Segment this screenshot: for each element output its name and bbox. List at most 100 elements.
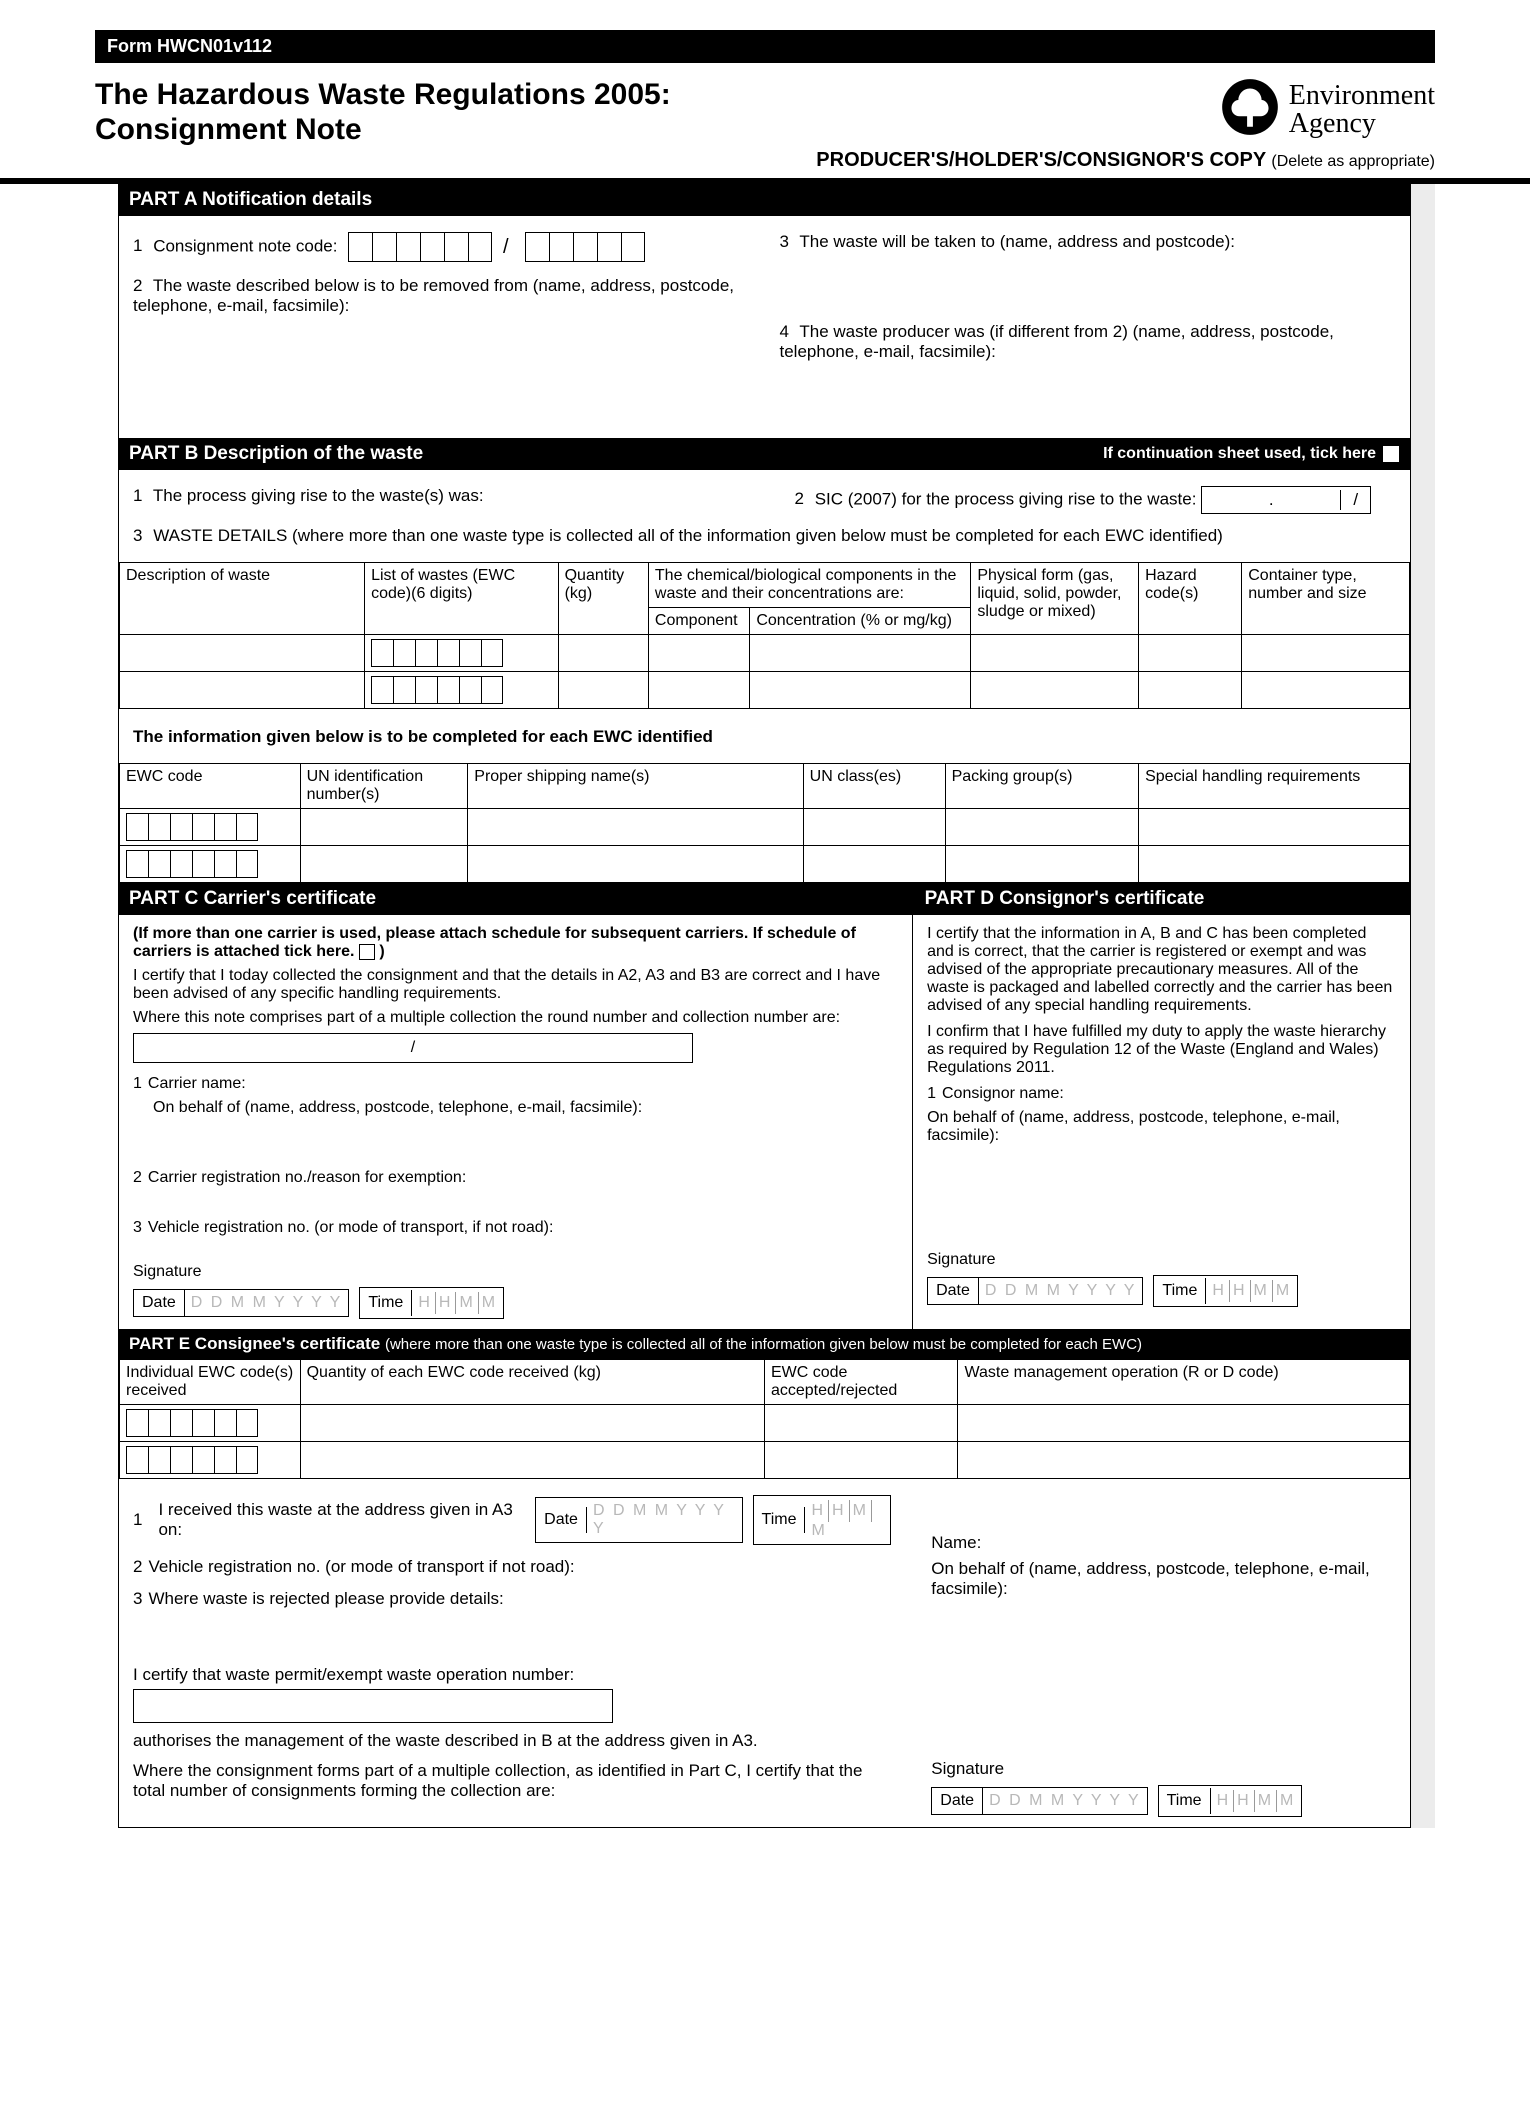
c-date-input[interactable]: Date D D M M Y Y Y Y xyxy=(133,1289,349,1317)
e-sig-time-input[interactable]: Time HHMM xyxy=(1158,1785,1303,1817)
b2-num: 2 xyxy=(795,489,804,508)
th-cont: Container type, number and size xyxy=(1242,563,1410,635)
e-onbehalf: On behalf of (name, address, postcode, t… xyxy=(931,1559,1396,1599)
part-e-subtitle: (where more than one waste type is colle… xyxy=(385,1336,1142,1353)
a3-label: The waste will be taken to (name, addres… xyxy=(799,232,1235,251)
e-th-acc: EWC code accepted/rejected xyxy=(764,1360,958,1405)
c-p3: Where this note comprises part of a mult… xyxy=(133,1009,898,1027)
c-q2: Carrier registration no./reason for exem… xyxy=(148,1169,466,1186)
a1-row: 1 Consignment note code: / xyxy=(133,232,750,262)
e-th-ind: Individual EWC code(s) received xyxy=(120,1360,301,1405)
table-row[interactable] xyxy=(120,635,1410,672)
th-chem: The chemical/biological components in th… xyxy=(648,563,970,608)
c-q1b: On behalf of (name, address, postcode, t… xyxy=(133,1099,898,1117)
date-label: Date xyxy=(932,1788,983,1814)
c-q1: Carrier name: xyxy=(148,1075,246,1092)
b3-row: 3 WASTE DETAILS (where more than one was… xyxy=(133,526,1396,546)
table-row[interactable] xyxy=(120,846,1410,883)
th2-ship: Proper shipping name(s) xyxy=(468,764,803,809)
a3-row: 3 The waste will be taken to (name, addr… xyxy=(780,232,1397,252)
time-label: Time xyxy=(1154,1278,1206,1304)
e-q2: Vehicle registration no. (or mode of tra… xyxy=(148,1557,574,1576)
date-ghost: D D M M Y Y Y Y xyxy=(979,1278,1143,1304)
e-multi: Where the consignment forms part of a mu… xyxy=(133,1761,891,1801)
e-th-qty: Quantity of each EWC code received (kg) xyxy=(300,1360,764,1405)
waste-details-table: Description of waste List of wastes (EWC… xyxy=(119,562,1410,709)
continuation-checkbox[interactable] xyxy=(1382,445,1400,463)
form-code-bar: Form HWCN01v112 xyxy=(95,30,1435,63)
th-desc: Description of waste xyxy=(120,563,365,635)
c-time-input[interactable]: Time HHMM xyxy=(359,1287,504,1319)
b3-num: 3 xyxy=(133,526,142,545)
copy-label: PRODUCER'S/HOLDER'S/CONSIGNOR'S COPY xyxy=(816,149,1266,171)
title-line1: The Hazardous Waste Regulations 2005: xyxy=(95,78,671,113)
part-c-title: PART C Carrier's certificate xyxy=(119,883,915,915)
a4-row: 4 The waste producer was (if different f… xyxy=(780,322,1397,362)
tree-logo-icon xyxy=(1221,78,1279,141)
th2-pack: Packing group(s) xyxy=(945,764,1139,809)
title-block: The Hazardous Waste Regulations 2005: Co… xyxy=(95,78,671,147)
schedule-checkbox[interactable] xyxy=(359,944,375,960)
e-time-input[interactable]: Time HHMM xyxy=(753,1495,892,1545)
time-label: Time xyxy=(1159,1788,1211,1814)
table-row[interactable] xyxy=(120,809,1410,846)
c-sig-label: Signature xyxy=(133,1263,898,1281)
permit-number-input[interactable] xyxy=(133,1689,613,1723)
date-label: Date xyxy=(928,1278,979,1304)
a1-code-left[interactable] xyxy=(348,232,492,262)
date-ghost: D D M M Y Y Y Y xyxy=(185,1290,349,1316)
th-comp: Component xyxy=(648,608,749,635)
a2-label: The waste described below is to be remov… xyxy=(133,276,734,315)
d-p1: I certify that the information in A, B a… xyxy=(927,925,1396,1015)
e-q3: Where waste is rejected please provide d… xyxy=(148,1589,503,1608)
th-phys: Physical form (gas, liquid, solid, powde… xyxy=(971,563,1139,635)
agency-line2: Agency xyxy=(1289,108,1376,139)
date-label: Date xyxy=(134,1290,185,1316)
consignee-table: Individual EWC code(s) received Quantity… xyxy=(119,1359,1410,1479)
table-row[interactable] xyxy=(120,672,1410,709)
c-p2: I certify that I today collected the con… xyxy=(133,967,898,1003)
d-sig-label: Signature xyxy=(927,1251,1396,1269)
sic-input[interactable]: ./ xyxy=(1201,486,1371,514)
part-d-body: I certify that the information in A, B a… xyxy=(913,915,1410,1329)
b2-row: 2 SIC (2007) for the process giving rise… xyxy=(795,486,1397,514)
b1-row: 1 The process giving rise to the waste(s… xyxy=(133,486,735,514)
th-conc: Concentration (% or mg/kg) xyxy=(750,608,971,635)
th-qty: Quantity (kg) xyxy=(558,563,648,635)
a2-row: 2 The waste described below is to be rem… xyxy=(133,276,750,316)
d-time-input[interactable]: Time HHMM xyxy=(1153,1275,1298,1307)
a1-code-right[interactable] xyxy=(525,232,645,262)
e-auth: authorises the management of the waste d… xyxy=(133,1731,891,1751)
th2-un: UN identification number(s) xyxy=(300,764,468,809)
time-label: Time xyxy=(360,1290,412,1316)
part-c-body: (If more than one carrier is used, pleas… xyxy=(119,915,913,1329)
a3-num: 3 xyxy=(780,232,789,251)
e-date-input[interactable]: Date D D M M Y Y Y Y xyxy=(535,1497,742,1543)
th-ewc: List of wastes (EWC code)(6 digits) xyxy=(365,563,559,635)
b2-label: SIC (2007) for the process giving rise t… xyxy=(815,489,1197,508)
time-label: Time xyxy=(754,1507,806,1533)
b3-label: WASTE DETAILS (where more than one waste… xyxy=(153,526,1223,545)
e-th-op: Waste management operation (R or D code) xyxy=(958,1360,1410,1405)
c-p1a: (If more than one carrier is used, pleas… xyxy=(133,925,856,960)
table-row[interactable] xyxy=(120,1405,1410,1442)
part-a-bar: PART A Notification details xyxy=(119,184,1410,216)
date-ghost: D D M M Y Y Y Y xyxy=(587,1498,742,1542)
d-p2: I confirm that I have fulfilled my duty … xyxy=(927,1023,1396,1077)
part-d-title: PART D Consignor's certificate xyxy=(915,883,1410,915)
date-ghost: D D M M Y Y Y Y xyxy=(983,1788,1147,1814)
b-mid-note: The information given below is to be com… xyxy=(119,717,1410,757)
table-row[interactable] xyxy=(120,1442,1410,1479)
b1-label: The process giving rise to the waste(s) … xyxy=(153,486,484,505)
title-line2: Consignment Note xyxy=(95,113,671,148)
a1-num: 1 xyxy=(133,236,142,255)
e-sig-date-input[interactable]: Date D D M M Y Y Y Y xyxy=(931,1787,1147,1815)
copy-line: PRODUCER'S/HOLDER'S/CONSIGNOR'S COPY (De… xyxy=(95,149,1435,172)
agency-logo: Environment Agency xyxy=(1221,78,1435,141)
a4-num: 4 xyxy=(780,322,789,341)
d-q1: Consignor name: xyxy=(942,1085,1064,1102)
a4-label: The waste producer was (if different fro… xyxy=(780,322,1334,361)
d-q1b: On behalf of (name, address, postcode, t… xyxy=(927,1109,1396,1145)
round-collection-input[interactable]: / xyxy=(133,1033,693,1063)
d-date-input[interactable]: Date D D M M Y Y Y Y xyxy=(927,1277,1143,1305)
